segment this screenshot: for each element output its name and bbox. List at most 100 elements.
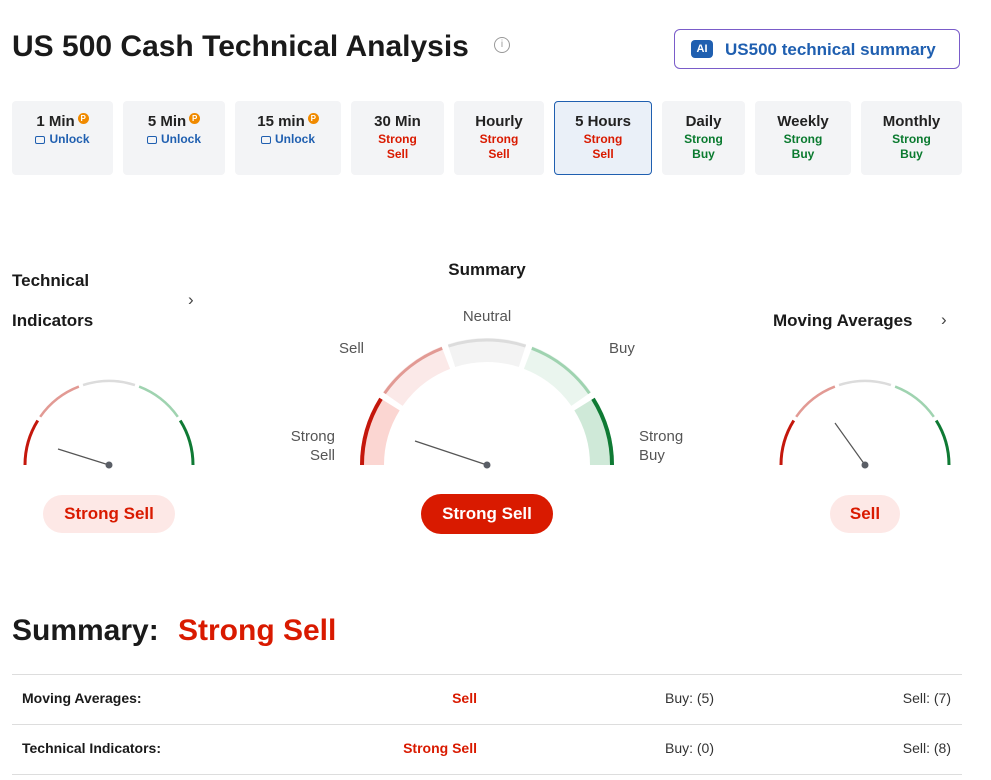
row-buy: Buy: (0) [664,740,714,756]
timeframe-tab[interactable]: Daily Strong Buy [662,101,745,175]
tab-status-text: Unlock [49,132,90,146]
tab-status-text: Strong Sell [378,132,417,161]
timeframe-tab[interactable]: Monthly Strong Buy [861,101,962,175]
timeframe-tab[interactable]: Weekly Strong Buy [755,101,851,175]
lock-icon [35,135,46,144]
timeframe-tab[interactable]: 15 min P Unlock [235,101,341,175]
gauge-arc [779,419,796,466]
timeframe-tab[interactable]: 30 Min Strong Sell [351,101,444,175]
tab-label-text: 5 Min [147,113,187,130]
tab-label: 1 Min P [12,113,113,130]
tab-status: Strong Buy [679,132,729,162]
gauge-arc [531,346,591,395]
gauge-band [447,338,527,368]
needle-hub [105,461,113,469]
gauge-label: Neutral [462,308,512,325]
summary-label: Summary: [12,614,159,647]
row-sell: Sell: (8) [902,740,951,756]
divider [12,724,962,725]
tab-status: Strong Sell [578,132,628,162]
gauge-label: Buy [609,340,635,357]
chevron[interactable]: › [188,290,194,309]
row-buy: Buy: (5) [664,690,714,706]
gauge-band [360,397,400,465]
premium-icon: P [77,113,89,124]
result-badge: Strong Sell [421,494,553,534]
ai-badge: AI [691,40,713,58]
tab-status-text: Strong Sell [479,132,519,161]
lock-icon [260,135,271,144]
premium-icon: P [307,113,319,124]
row-signal: Sell [452,690,477,706]
divider [12,774,962,775]
timeframe-tab[interactable]: Hourly Strong Sell [454,101,544,175]
gauge-needle [834,422,866,466]
ai-summary-button[interactable]: AI US500 technical summary [674,29,960,69]
tab-label-text: Monthly [882,113,941,130]
gauge-arc [894,385,935,418]
tab-label-text: 5 Hours [575,113,631,130]
divider [12,674,962,675]
info-icon[interactable]: i [494,37,510,53]
row-label: Moving Averages: [22,690,142,706]
gauge-label: Strong Sell [290,428,335,464]
gauge-title[interactable]: Technical [12,271,90,290]
tab-status-text: Strong Sell [583,132,623,161]
tab-status: Strong Buy [778,132,828,162]
gauge-band [574,397,614,465]
gauge-arc [795,385,836,418]
timeframe-tab[interactable]: 5 Min P Unlock [123,101,225,175]
tab-label-text: 30 Min [374,113,421,130]
gauge-arc [838,379,892,387]
tab-label-text: 15 min [257,113,305,130]
gauge-arc [23,419,40,466]
tab-label: Weekly [755,113,851,130]
needle-hub [861,461,869,469]
row-signal: Strong Sell [403,740,477,756]
gauge-arc [383,346,443,395]
chevron[interactable]: › [941,310,947,329]
tab-status: Unlock [123,132,225,147]
tab-label: Hourly [454,113,544,130]
tab-label: Monthly [861,113,962,130]
tab-label-text: Weekly [777,113,829,130]
tab-status: Strong Sell [373,132,423,162]
gauge-arc [178,419,195,466]
gauge-needle [57,448,110,466]
summary-value: Strong Sell [178,614,337,647]
needle-hub [483,461,491,469]
gauge-title[interactable]: Indicators [12,311,94,330]
tab-status-text: Strong Buy [892,132,931,161]
gauge-arc [360,397,383,466]
gauge-arc [447,338,527,348]
gauge-title: Summary [448,260,526,279]
tab-status: Strong Sell [474,132,524,162]
row-sell: Sell: (7) [902,690,951,706]
result-badge: Sell [830,495,900,533]
gauge-band [523,346,592,406]
tab-status-text: Strong Buy [783,132,823,161]
gauge-title[interactable]: Moving Averages [773,311,913,330]
gauge-needle [414,440,488,466]
tab-label: 5 Min P [123,113,225,130]
tab-status: Strong Buy [887,132,937,162]
tab-label: 30 Min [351,113,444,130]
lock-icon [146,135,157,144]
tab-label-text: Hourly [475,113,523,130]
tab-status-text: Strong Buy [684,132,723,161]
tab-label: Daily [662,113,745,130]
timeframe-tab[interactable]: 1 Min P Unlock [12,101,113,175]
gauge-label: Sell [339,340,365,357]
gauge-label: Strong Buy [639,428,684,464]
gauge-arc [39,385,80,418]
gauge-arc [934,419,951,466]
tab-status: Unlock [235,132,341,147]
timeframe-tab[interactable]: 5 Hours Strong Sell [554,101,652,175]
tab-status-text: Unlock [274,132,315,146]
tab-label-text: 1 Min [36,113,75,130]
row-label: Technical Indicators: [22,740,161,756]
tab-status-text: Unlock [160,132,201,146]
tab-label: 5 Hours [555,113,651,130]
